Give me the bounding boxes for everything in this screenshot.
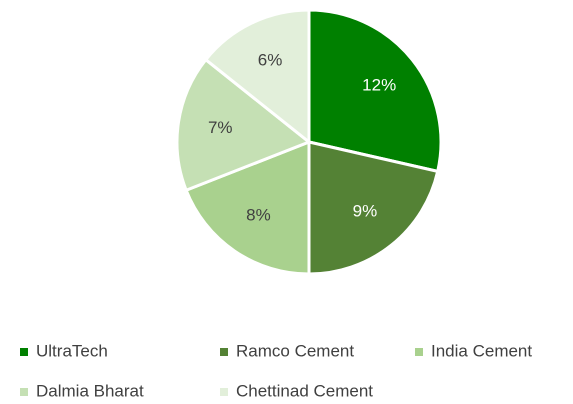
legend-swatch xyxy=(415,348,423,356)
pie-slice xyxy=(184,139,311,276)
legend-label: India Cement xyxy=(431,341,532,360)
legend-swatch xyxy=(220,348,228,356)
pie-slice xyxy=(203,8,311,146)
legend-swatch xyxy=(220,388,228,396)
legend-label: Dalmia Bharat xyxy=(36,381,144,400)
pie-slice xyxy=(307,140,440,276)
data-label: 6% xyxy=(258,51,283,70)
data-label: 9% xyxy=(353,202,378,221)
legend-swatch xyxy=(20,348,28,356)
pie-slice xyxy=(175,57,312,193)
legend-label: Ramco Cement xyxy=(236,341,354,360)
legend-label: Chettinad Cement xyxy=(236,381,373,400)
legend-swatch xyxy=(20,388,28,396)
data-label: 8% xyxy=(246,206,271,225)
pie-slice xyxy=(307,8,443,174)
data-label: 12% xyxy=(362,76,396,95)
legend-label: UltraTech xyxy=(36,341,108,360)
data-label: 7% xyxy=(208,118,233,137)
